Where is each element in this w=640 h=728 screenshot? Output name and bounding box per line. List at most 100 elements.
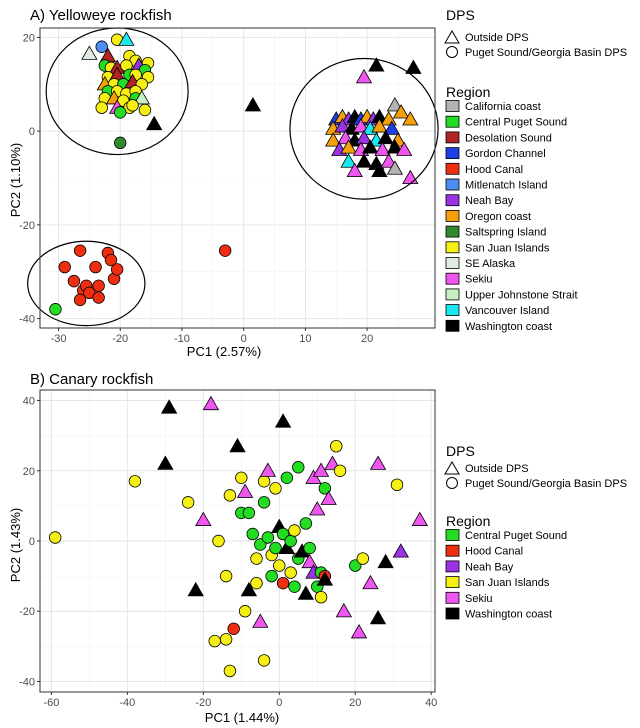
legend-a-inside-circle-icon	[446, 46, 458, 58]
panel-b-point-san-juan-islands	[250, 552, 263, 565]
panel-a-point-oregon-coast	[371, 118, 388, 133]
panel-b-point-san-juan-islands	[223, 664, 237, 678]
panel-b-point-washington-coast	[240, 581, 258, 597]
panel-b-point-sekiu	[320, 490, 337, 505]
legend-a-label-mitlenatch-island: Mitlenatch Island	[465, 180, 548, 192]
panel-a-point-washington-coast	[368, 57, 385, 72]
panel-b-point-washington-coast	[316, 571, 334, 586]
panel-b-y-tick-label: 40	[23, 396, 35, 408]
panel-a-point-gordon-channel	[383, 120, 400, 135]
legend-b-label-san-juan-islands: San Juan Islands	[465, 577, 550, 589]
panel-a-x-tick-label: 0	[241, 333, 247, 345]
panel-b-point-central-puget-sound	[265, 569, 278, 583]
panel-b-point-san-juan-islands	[273, 559, 286, 572]
legend-a-label-oregon-coast: Oregon coast	[465, 211, 531, 223]
panel-b-point-sekiu	[312, 462, 330, 477]
panel-a-point-sekiu	[346, 162, 363, 177]
panel-a-point-california-coast	[386, 97, 404, 112]
panel-b-point-central-puget-sound	[349, 559, 362, 572]
panel-b-point-sekiu	[305, 469, 322, 484]
panel-b-point-san-juan-islands	[333, 464, 347, 477]
panel-b-point-sekiu	[259, 462, 277, 477]
panel-b-point-central-puget-sound	[269, 541, 282, 555]
legend-a-swatch-sekiu	[445, 272, 460, 285]
panel-b-point-san-juan-islands	[390, 478, 404, 492]
panel-b-point-san-juan-islands	[238, 605, 252, 618]
panel-a-point-washington-coast	[405, 59, 422, 74]
panel-a-point-washington-coast	[355, 153, 373, 168]
legend-a-label-central-puget-sound: Central Puget Sound	[465, 117, 567, 129]
panel-a-border	[39, 27, 436, 329]
panel-a-cluster-ellipse	[27, 240, 146, 327]
panel-b-x-axis-label: PC1 (1.44%)	[205, 710, 279, 725]
panel-b-point-sekiu	[350, 623, 368, 639]
panel-a-point-washington-coast	[244, 97, 262, 112]
panel-b-point-central-puget-sound	[318, 482, 332, 495]
panel-b-point-san-juan-islands	[208, 634, 221, 648]
panel-b-point-central-puget-sound	[299, 517, 313, 530]
panel-b-point-central-puget-sound	[303, 541, 316, 555]
panel-a-y-tick-label: -20	[19, 220, 35, 232]
panel-a-point-sekiu	[374, 141, 391, 156]
legend-a-label-san-juan-islands: San Juan Islands	[465, 242, 550, 254]
legend-a-label-washington-coast: Washington coast	[465, 321, 552, 333]
panel-b-point-central-puget-sound	[276, 527, 290, 541]
legend-b-swatch-washington-coast	[445, 607, 460, 620]
panel-b-point-central-puget-sound	[261, 531, 275, 544]
panel-a-point-sekiu	[355, 68, 373, 84]
legend-a-outside-dps-label: Outside DPS	[465, 32, 529, 44]
panel-b-point-sekiu	[369, 455, 387, 470]
panel-b-point-sekiu	[202, 395, 220, 411]
panel-b-point-central-puget-sound	[292, 461, 305, 474]
panel-a-point-washington-coast	[362, 139, 379, 154]
panel-a-point-oregon-coast	[402, 111, 419, 126]
panel-a-point-sekiu	[395, 141, 413, 156]
legend-a-swatch-upper-johnstone-strait	[445, 288, 460, 301]
panel-a-point-vancouver-island	[118, 31, 135, 46]
panel-b-point-san-juan-islands	[356, 552, 370, 565]
legend-b-outside-triangle-icon	[444, 461, 460, 475]
panel-b-point-sekiu	[411, 511, 428, 526]
panel-a-point-oregon-coast	[340, 139, 357, 154]
panel-b-point-central-puget-sound	[284, 534, 297, 548]
panel-b-y-tick-label: -20	[19, 606, 35, 618]
legend-a-swatch-hood-canal	[445, 162, 460, 175]
panel-a-point-mitlenatch-island	[95, 40, 108, 53]
legend-a-region-title: Region	[446, 84, 490, 100]
panel-a-point-saltspring-island	[114, 136, 127, 150]
panel-b-x-tick-label: 0	[276, 697, 282, 709]
panel-a-point-vancouver-island	[340, 153, 357, 168]
legend-a-swatch-san-juan-islands	[445, 241, 460, 254]
panel-b-point-san-juan-islands	[284, 566, 297, 579]
panel-b-point-san-juan-islands	[212, 534, 225, 548]
legend-a-swatch-saltspring-island	[445, 225, 460, 238]
panel-b-point-neah-bay	[392, 543, 410, 558]
legend-b-swatch-central-puget-sound	[445, 529, 460, 541]
panel-a-point-hood-canal	[67, 274, 81, 288]
panel-b-point-sekiu	[309, 501, 326, 516]
panel-a-point-washington-coast	[377, 129, 394, 145]
legend-b-dps-title: DPS	[446, 443, 475, 459]
panel-b-point-san-juan-islands	[48, 531, 62, 544]
legend-b-region-title: Region	[446, 513, 490, 529]
panel-a-yelloweye: A) Yelloweye rockfish PC1 (2.57%) PC2 (1…	[8, 7, 439, 359]
panel-a-point-upper-johnstone-strait	[133, 90, 151, 105]
legend-a-label-saltspring-island: Saltspring Island	[465, 227, 546, 239]
panel-b-point-san-juan-islands	[181, 496, 195, 509]
legend-a-label-vancouver-island: Vancouver Island	[465, 305, 549, 317]
legend-a-label-hood-canal: Hood Canal	[465, 164, 523, 176]
panel-b-x-tick-label: -60	[43, 697, 59, 709]
panel-b-point-hood-canal	[276, 576, 290, 590]
panel-a-point-hood-canal	[92, 291, 105, 304]
panel-a-x-tick-label: -30	[51, 333, 67, 345]
legend-a-swatch-mitlenatch-island	[445, 178, 460, 191]
panel-a-x-tick-label: -10	[174, 333, 190, 345]
panel-a-cluster-ellipse	[289, 57, 439, 200]
panel-a-x-tick-label: 10	[299, 333, 311, 345]
panel-a-point-washington-coast	[386, 139, 404, 154]
panel-a-x-axis-label: PC1 (2.57%)	[187, 344, 261, 359]
panel-b-point-washington-coast	[274, 413, 292, 428]
panel-a-x-tick-label: 20	[361, 333, 373, 345]
panel-a-y-tick-label: 0	[29, 126, 35, 138]
panel-b-point-washington-coast	[377, 553, 394, 569]
